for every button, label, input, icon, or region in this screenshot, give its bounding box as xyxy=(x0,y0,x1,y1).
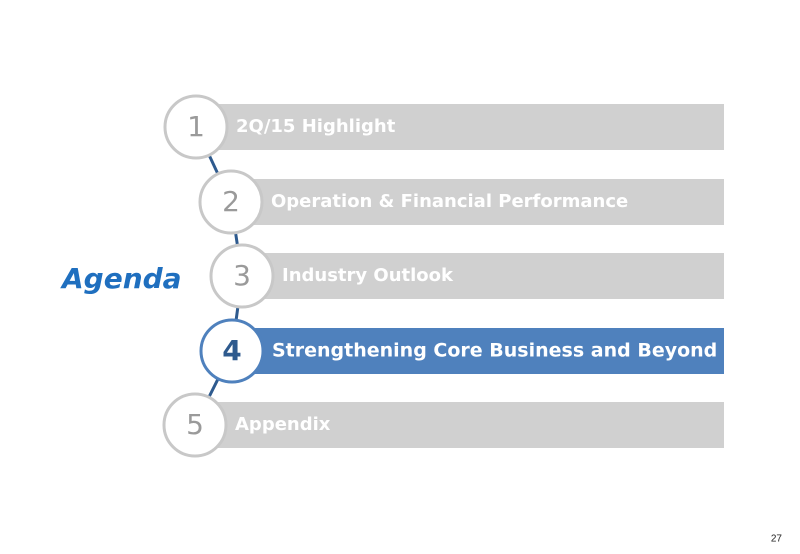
item-circle xyxy=(199,318,265,384)
item-circle xyxy=(198,169,264,235)
agenda-item: 3 Industry Outlook xyxy=(209,243,724,309)
item-bar xyxy=(209,402,724,448)
item-bar xyxy=(245,179,724,225)
item-bar xyxy=(210,104,724,150)
agenda-item: 2 Operation & Financial Performance xyxy=(198,169,724,235)
item-label: Strengthening Core Business and Beyond xyxy=(272,340,717,362)
item-number: 4 xyxy=(222,334,241,367)
item-number: 3 xyxy=(233,259,251,292)
item-number: 2 xyxy=(222,185,240,218)
agenda-item: 1 2Q/15 Highlight xyxy=(163,94,724,160)
agenda-item: 5 Appendix xyxy=(162,392,724,458)
item-label: 2Q/15 Highlight xyxy=(236,116,396,137)
item-bar xyxy=(246,328,724,374)
item-circle xyxy=(209,243,275,309)
item-label: Appendix xyxy=(235,414,331,435)
agenda-list: 1 2Q/15 Highlight 2 Operation & Financial P… xyxy=(162,94,724,458)
agenda-title: Agenda xyxy=(60,262,182,295)
item-label: Industry Outlook xyxy=(282,265,454,286)
item-circle xyxy=(163,94,229,160)
item-number: 5 xyxy=(186,408,204,441)
item-circle xyxy=(162,392,228,458)
item-number: 1 xyxy=(187,110,205,143)
item-bar xyxy=(256,253,724,299)
item-label: Operation & Financial Performance xyxy=(271,191,628,212)
page-number: 27 xyxy=(771,534,783,545)
agenda-item: 4 Strengthening Core Business and Beyond xyxy=(199,318,724,384)
